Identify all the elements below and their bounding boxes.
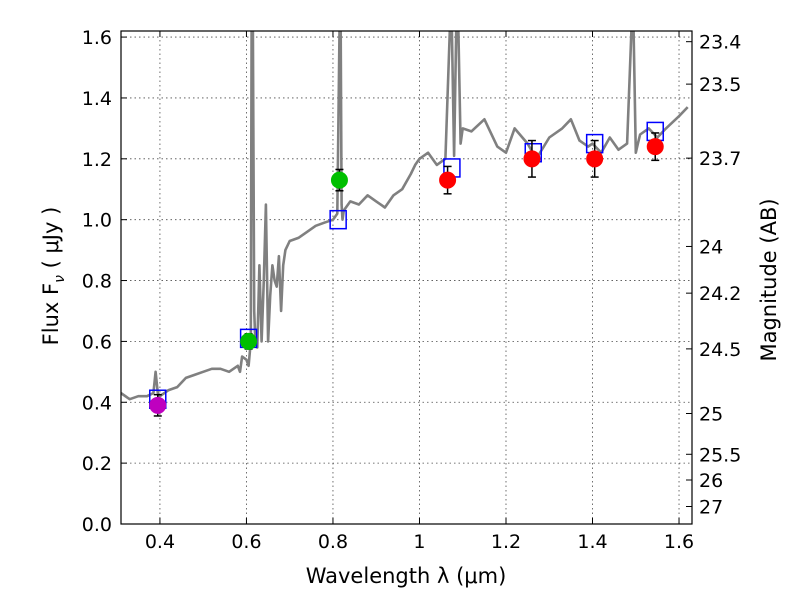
right-axis-tick-label: 23.4	[699, 32, 741, 54]
right-axis-tick-label: 24	[699, 236, 723, 258]
observed-flux-point	[240, 332, 258, 350]
right-axis-tick-label: 23.7	[699, 148, 741, 170]
right-axis-tick-label: 25.5	[699, 444, 741, 466]
right-axis-tick-label: 23.5	[699, 74, 741, 96]
observed-flux-point	[439, 171, 457, 189]
y-tick-label: 0.2	[82, 453, 112, 475]
spectrum-layer	[121, 31, 689, 401]
y-axis-label: Flux Fν ( μJy )	[39, 207, 68, 346]
y-axis-label-sub: ν	[52, 275, 68, 283]
y-tick-label: 1.0	[82, 210, 112, 232]
observed-flux-point	[586, 150, 604, 168]
x-tick-label: 1	[413, 531, 425, 553]
x-tick-label: 1.4	[577, 531, 607, 553]
x-tick-label: 0.4	[145, 531, 175, 553]
right-axis-tick-label: 25	[699, 404, 723, 426]
observed-flux-point	[646, 138, 664, 156]
right-axis-tick-label: 27	[699, 496, 723, 518]
plot-frame	[120, 30, 693, 525]
x-tick-label: 0.8	[318, 531, 348, 553]
y-tick-label: 0.8	[82, 271, 112, 293]
y-axis-label-main: Flux F	[39, 283, 63, 345]
y-tick-label: 1.4	[82, 88, 112, 110]
y-tick-label: 1.2	[82, 149, 112, 171]
observed-flux-point	[149, 396, 167, 414]
observed-flux-point	[523, 150, 541, 168]
x-axis-label: Wavelength λ (μm)	[306, 564, 507, 588]
x-tick-label: 0.6	[231, 531, 261, 553]
right-axis-tick-label: 26	[699, 470, 723, 492]
marker-layer	[149, 121, 664, 417]
x-tick-label: 1.2	[491, 531, 521, 553]
right-axis-tick-label: 24.5	[699, 339, 741, 361]
grid-layer	[121, 31, 692, 525]
y-axis-label-unit: ( μJy )	[39, 207, 63, 275]
x-tick-label: 1.6	[664, 531, 694, 553]
right-axis-tick-label: 24.2	[699, 283, 741, 305]
y-tick-label: 0.4	[82, 392, 112, 414]
observed-flux-point	[330, 171, 348, 189]
y-tick-label: 1.6	[82, 27, 112, 49]
axes-layer: 0.4 0.6 0.8 1 1.2 1.4 1.6 0.0 0.2 0.4 0.6 0.8 1.0 1.2…	[82, 27, 742, 553]
y-tick-label: 0.0	[82, 514, 112, 536]
right-axis-label: Magnitude (AB)	[757, 198, 781, 361]
model-flux-square	[329, 209, 347, 230]
y-tick-label: 0.6	[82, 331, 112, 353]
model-spectrum-line	[121, 31, 689, 401]
